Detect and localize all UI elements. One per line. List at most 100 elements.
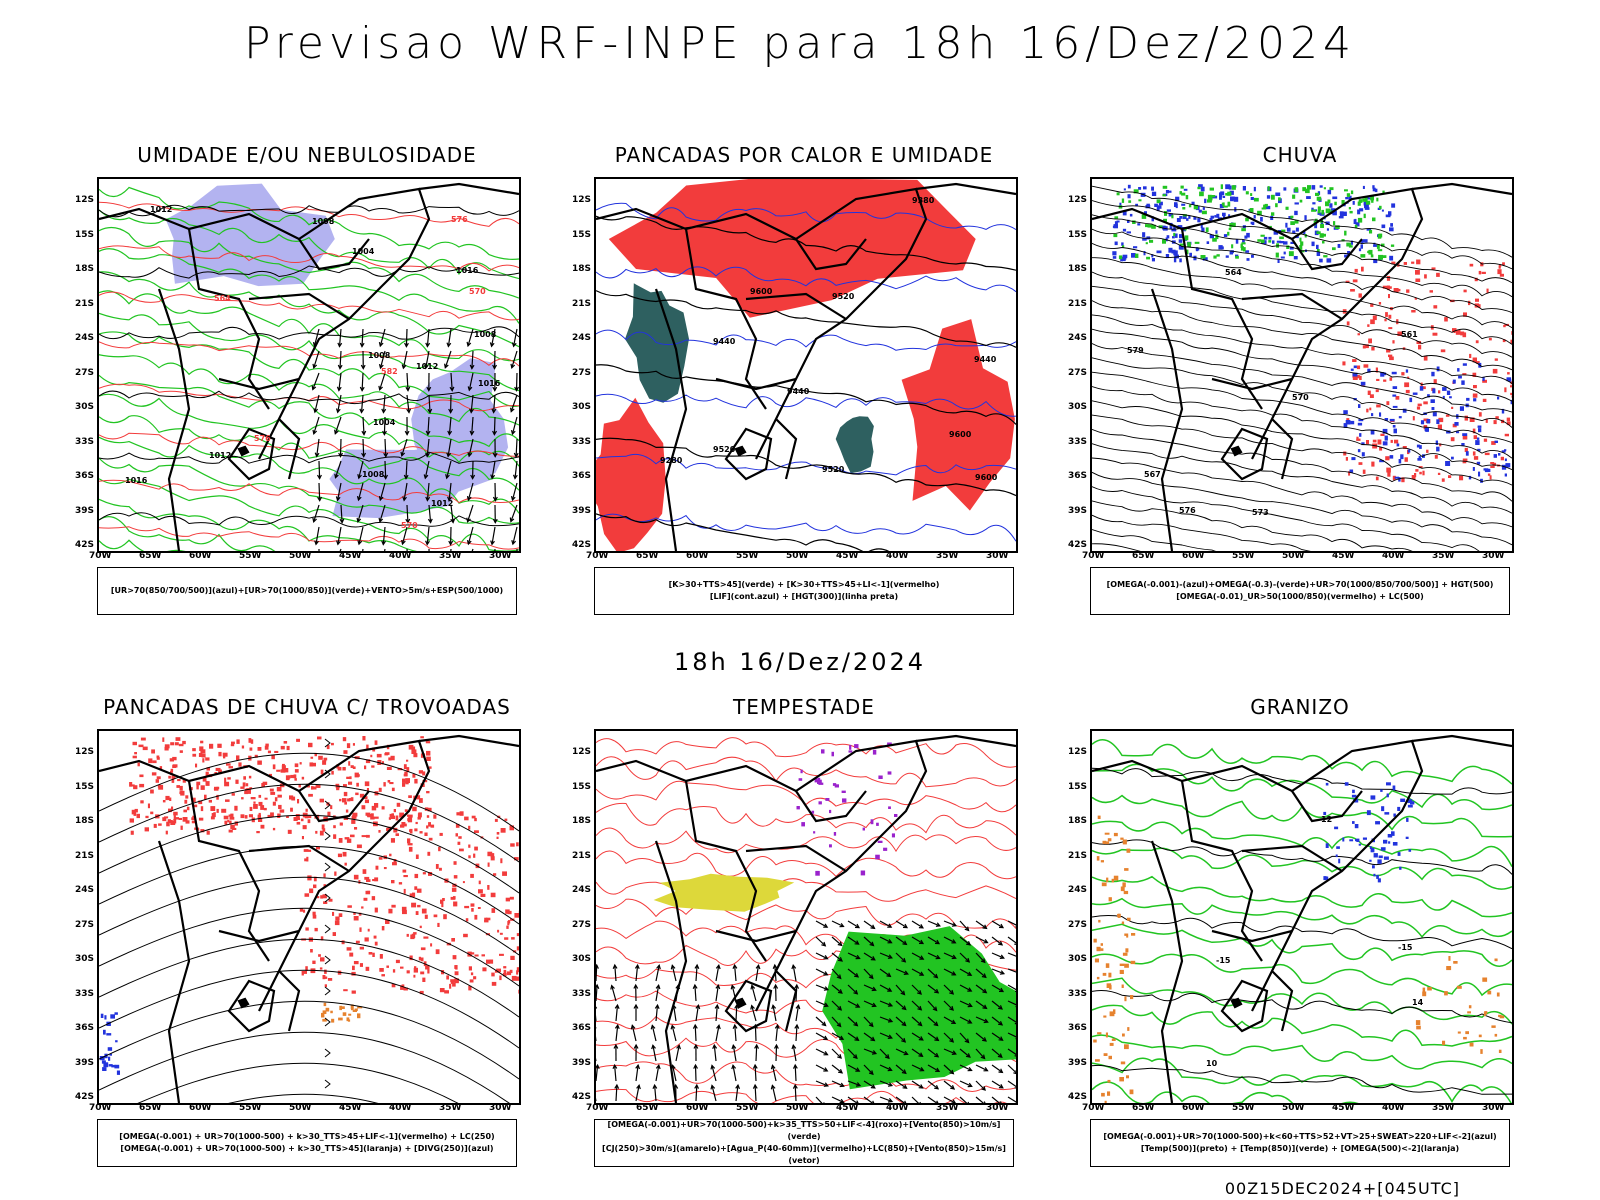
contour-label: 9280	[660, 456, 683, 465]
lat-tick: 36S	[75, 471, 95, 481]
lon-tick: 65W	[139, 551, 162, 561]
lon-tick: 50W	[1282, 1103, 1305, 1113]
hail-area-blue	[1323, 782, 1415, 883]
lat-tick: 24S	[1068, 885, 1088, 895]
country-borders	[596, 734, 1016, 1103]
contour-label: 567	[1144, 470, 1161, 479]
storm-area-purple	[796, 742, 898, 876]
lon-tick: 45W	[1332, 1103, 1355, 1113]
map-canvas: 576 573 570 579 567 564 561	[1092, 182, 1512, 551]
lon-tick: 30W	[986, 1103, 1009, 1113]
map-chuva: 576 573 570 579 567 564 561	[1090, 177, 1514, 553]
contour-label: 561	[1401, 330, 1418, 339]
map-trovoadas	[97, 729, 521, 1105]
map-umidade: 1008 1008 1008 1012 1016 1016 1012 1012 1012 1008…	[97, 177, 521, 553]
lon-tick: 70W	[586, 1103, 609, 1113]
lon-tick: 70W	[89, 1103, 112, 1113]
lat-tick: 36S	[75, 1023, 95, 1033]
lat-tick: 24S	[1068, 333, 1088, 343]
omega-500-orange	[1093, 815, 1136, 1103]
country-borders	[1092, 734, 1512, 1103]
lat-tick: 18S	[1068, 264, 1088, 274]
lon-tick: 70W	[1082, 551, 1105, 561]
lat-tick: 27S	[572, 367, 592, 378]
lat-tick: 33S	[75, 988, 95, 999]
legend-trovoadas: [OMEGA(-0.001) + UR>70(1000-500) + k>30_…	[97, 1119, 517, 1167]
lon-tick: 65W	[139, 1103, 162, 1113]
omega-green	[1113, 184, 1395, 260]
streamlines-250hpa	[99, 738, 519, 1103]
lat-tick: 27S	[75, 919, 95, 930]
lat-tick: 21S	[75, 298, 95, 309]
lat-tick: 21S	[75, 850, 95, 861]
map-canvas	[99, 734, 519, 1103]
lon-tick: 50W	[786, 551, 809, 561]
lat-tick: 33S	[572, 436, 592, 447]
lat-tick: 15S	[75, 229, 95, 240]
contour-label: 9520	[822, 465, 845, 474]
lat-tick: 39S	[75, 505, 95, 516]
contour-label: 9600	[750, 287, 773, 296]
contour-label: 1016	[478, 379, 501, 388]
contour-label: 9600	[975, 473, 998, 482]
contour-label: 576	[451, 215, 468, 224]
lon-tick: 30W	[986, 551, 1009, 561]
wind-vectors	[311, 328, 519, 551]
contour-label: 1008	[368, 351, 391, 360]
contour-label: 14	[1412, 998, 1424, 1007]
lat-tick: 36S	[572, 471, 592, 481]
lat-tick: 42S	[1068, 540, 1088, 550]
lon-tick: 65W	[636, 1103, 659, 1113]
lon-tick: 70W	[89, 551, 112, 561]
convection-area-red	[129, 736, 432, 836]
lon-tick: 50W	[786, 1103, 809, 1113]
lat-tick: 36S	[1068, 471, 1088, 481]
legend-chuva: [OMEGA(-0.001)-(azul)+OMEGA(-0.3)-(verde…	[1090, 567, 1510, 615]
lat-tick: 12S	[75, 747, 95, 757]
lat-tick: 15S	[1068, 781, 1088, 792]
lat-tick: 15S	[75, 781, 95, 792]
instability-area-red	[596, 397, 666, 551]
lon-tick: 50W	[289, 551, 312, 561]
lat-tick: 39S	[1068, 505, 1088, 516]
legend-line: [OMEGA(-0.001) + UR>70(1000-500) + k>30_…	[119, 1132, 495, 1141]
contour-label: 573	[1252, 508, 1269, 517]
lat-tick: 21S	[1068, 850, 1088, 861]
lat-tick: 33S	[1068, 988, 1088, 999]
contour-label: 576	[1179, 506, 1196, 515]
lon-tick: 45W	[1332, 551, 1355, 561]
legend-line: [K>30+TTS>45](verde) + [K>30+TTS>45+LI<-…	[668, 580, 940, 589]
contour-label: 570	[1292, 393, 1309, 402]
lat-tick: 33S	[572, 988, 592, 999]
mid-title: 18h 16/Dez/2024	[673, 648, 926, 676]
lon-tick: 55W	[1232, 1103, 1255, 1113]
lat-tick: 18S	[75, 264, 95, 274]
omega-500-orange	[1415, 956, 1505, 1054]
contour-label: 1012	[416, 362, 438, 371]
lon-tick: 70W	[1082, 1103, 1105, 1113]
lon-tick: 60W	[189, 551, 212, 561]
temp-500-contours	[1092, 767, 1512, 1095]
lon-tick: 40W	[1382, 551, 1405, 561]
contour-label: 570	[469, 287, 486, 296]
lat-tick: 36S	[1068, 1023, 1088, 1033]
lon-tick: 35W	[439, 1103, 462, 1113]
legend-line: [OMEGA(-0.01)_UR>50(1000/850)(vermelho) …	[1176, 592, 1424, 601]
lat-tick: 24S	[75, 333, 95, 343]
contour-label: 570	[401, 521, 418, 530]
lat-tick: 24S	[75, 885, 95, 895]
lat-tick: 36S	[572, 1023, 592, 1033]
lat-tick: 30S	[1068, 954, 1088, 964]
lat-tick: 12S	[1068, 195, 1088, 205]
convection-area-red	[299, 811, 519, 995]
run-timestamp: 00Z15DEC2024+[045UTC]	[1224, 1179, 1460, 1198]
lat-tick: 15S	[572, 781, 592, 792]
country-borders	[99, 734, 519, 1103]
lon-tick: 35W	[439, 551, 462, 561]
lat-tick: 30S	[1068, 402, 1088, 412]
legend-pancadas-calor: [K>30+TTS>45](verde) + [K>30+TTS>45+LI<-…	[594, 567, 1014, 615]
contour-label: 1008	[312, 217, 335, 226]
legend-tempestade: [OMEGA(-0.001)+UR>70(1000-500)+k>35_TTS>…	[594, 1119, 1014, 1167]
lon-tick: 60W	[189, 1103, 212, 1113]
legend-line: [LIF](cont.azul) + [HGT(300)](linha pret…	[709, 592, 899, 601]
